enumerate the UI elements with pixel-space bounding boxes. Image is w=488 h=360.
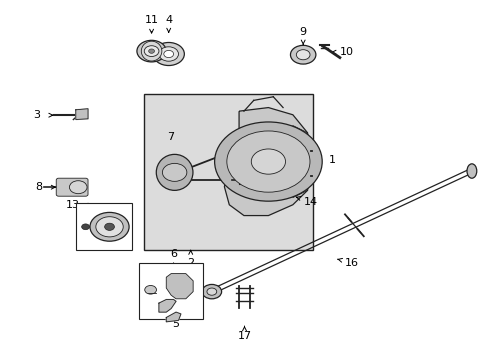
Ellipse shape [466, 164, 476, 178]
Circle shape [153, 42, 184, 66]
FancyBboxPatch shape [56, 178, 88, 196]
Text: 8: 8 [36, 182, 42, 192]
PathPatch shape [166, 274, 193, 299]
Circle shape [290, 45, 315, 64]
Polygon shape [166, 312, 181, 322]
Circle shape [159, 47, 178, 61]
Text: 14: 14 [303, 197, 317, 207]
PathPatch shape [224, 108, 312, 216]
Circle shape [148, 49, 154, 53]
Text: 15: 15 [159, 291, 173, 301]
Text: 10: 10 [340, 47, 353, 57]
Circle shape [144, 285, 156, 294]
Circle shape [163, 50, 173, 58]
Circle shape [214, 122, 322, 201]
Circle shape [81, 224, 89, 230]
Text: 12: 12 [242, 175, 256, 185]
Text: 7: 7 [167, 132, 174, 142]
Ellipse shape [156, 154, 193, 190]
Text: 16: 16 [345, 258, 358, 268]
Circle shape [104, 223, 114, 230]
Circle shape [251, 149, 285, 174]
FancyBboxPatch shape [76, 203, 132, 250]
Text: 1: 1 [328, 155, 335, 165]
Circle shape [96, 217, 123, 237]
Circle shape [162, 163, 186, 181]
Circle shape [137, 40, 166, 62]
Circle shape [69, 181, 87, 194]
Text: 5: 5 [172, 319, 179, 329]
FancyBboxPatch shape [144, 94, 312, 250]
Circle shape [226, 131, 309, 192]
Text: 3: 3 [33, 110, 40, 120]
Polygon shape [159, 300, 176, 312]
Circle shape [90, 212, 129, 241]
Ellipse shape [141, 41, 162, 61]
Circle shape [296, 50, 309, 60]
Text: 6: 6 [170, 249, 177, 259]
Text: 2: 2 [187, 258, 194, 268]
Text: 4: 4 [165, 15, 172, 25]
FancyBboxPatch shape [139, 263, 203, 319]
Text: 13: 13 [65, 200, 79, 210]
Text: 11: 11 [144, 15, 158, 25]
Text: 9: 9 [299, 27, 306, 37]
Circle shape [206, 288, 216, 295]
Polygon shape [76, 109, 88, 120]
Text: 17: 17 [237, 330, 251, 341]
Circle shape [144, 46, 159, 57]
Circle shape [202, 284, 221, 299]
